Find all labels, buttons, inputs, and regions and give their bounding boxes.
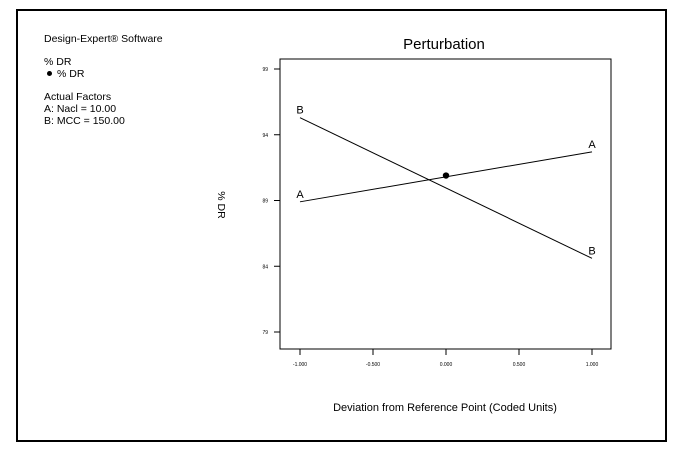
x-axis-label: Deviation from Reference Point (Coded Un…: [333, 402, 557, 414]
y-tick-label: 84: [262, 264, 268, 270]
x-axis: -1.000 -0.500 0.000 0.500 1.000: [293, 349, 599, 368]
y-tick-label: 94: [262, 133, 268, 139]
series-end-label-a: A: [296, 189, 304, 201]
figure-frame: [16, 9, 667, 442]
y-axis: 79 84 89 94 99: [262, 67, 280, 336]
factor-a: A: Nacl = 10.00: [44, 103, 117, 115]
x-tick-label: 0.000: [440, 362, 453, 368]
x-tick-label: 0.500: [513, 362, 526, 368]
x-tick-label: -1.000: [293, 362, 307, 368]
x-tick-label: 1.000: [586, 362, 599, 368]
response-title: % DR: [44, 56, 72, 68]
software-label: Design-Expert® Software: [44, 33, 163, 45]
design-point-dot-icon: [47, 71, 52, 77]
plot-area: [279, 58, 612, 350]
response-legend-label: % DR: [57, 68, 85, 80]
y-tick-label: 99: [262, 67, 268, 73]
series-end-label-b: B: [588, 245, 595, 257]
chart-title: Perturbation: [403, 36, 485, 53]
series-end-label-b: B: [296, 105, 303, 117]
y-axis-label: % DR: [215, 191, 227, 219]
info-panel: Design-Expert® Software % DR % DR Actual…: [44, 33, 163, 127]
factors-title: Actual Factors: [44, 91, 112, 103]
series-end-label-a: A: [588, 139, 596, 151]
x-tick-label: -0.500: [366, 362, 380, 368]
series-line-b: [299, 117, 593, 259]
response-legend: % DR: [44, 68, 163, 80]
series-layer: A A B B: [296, 105, 596, 259]
y-tick-label: 79: [262, 330, 268, 336]
reference-point: [442, 172, 450, 179]
y-tick-label: 89: [262, 199, 268, 205]
factor-b: B: MCC = 150.00: [44, 115, 125, 127]
